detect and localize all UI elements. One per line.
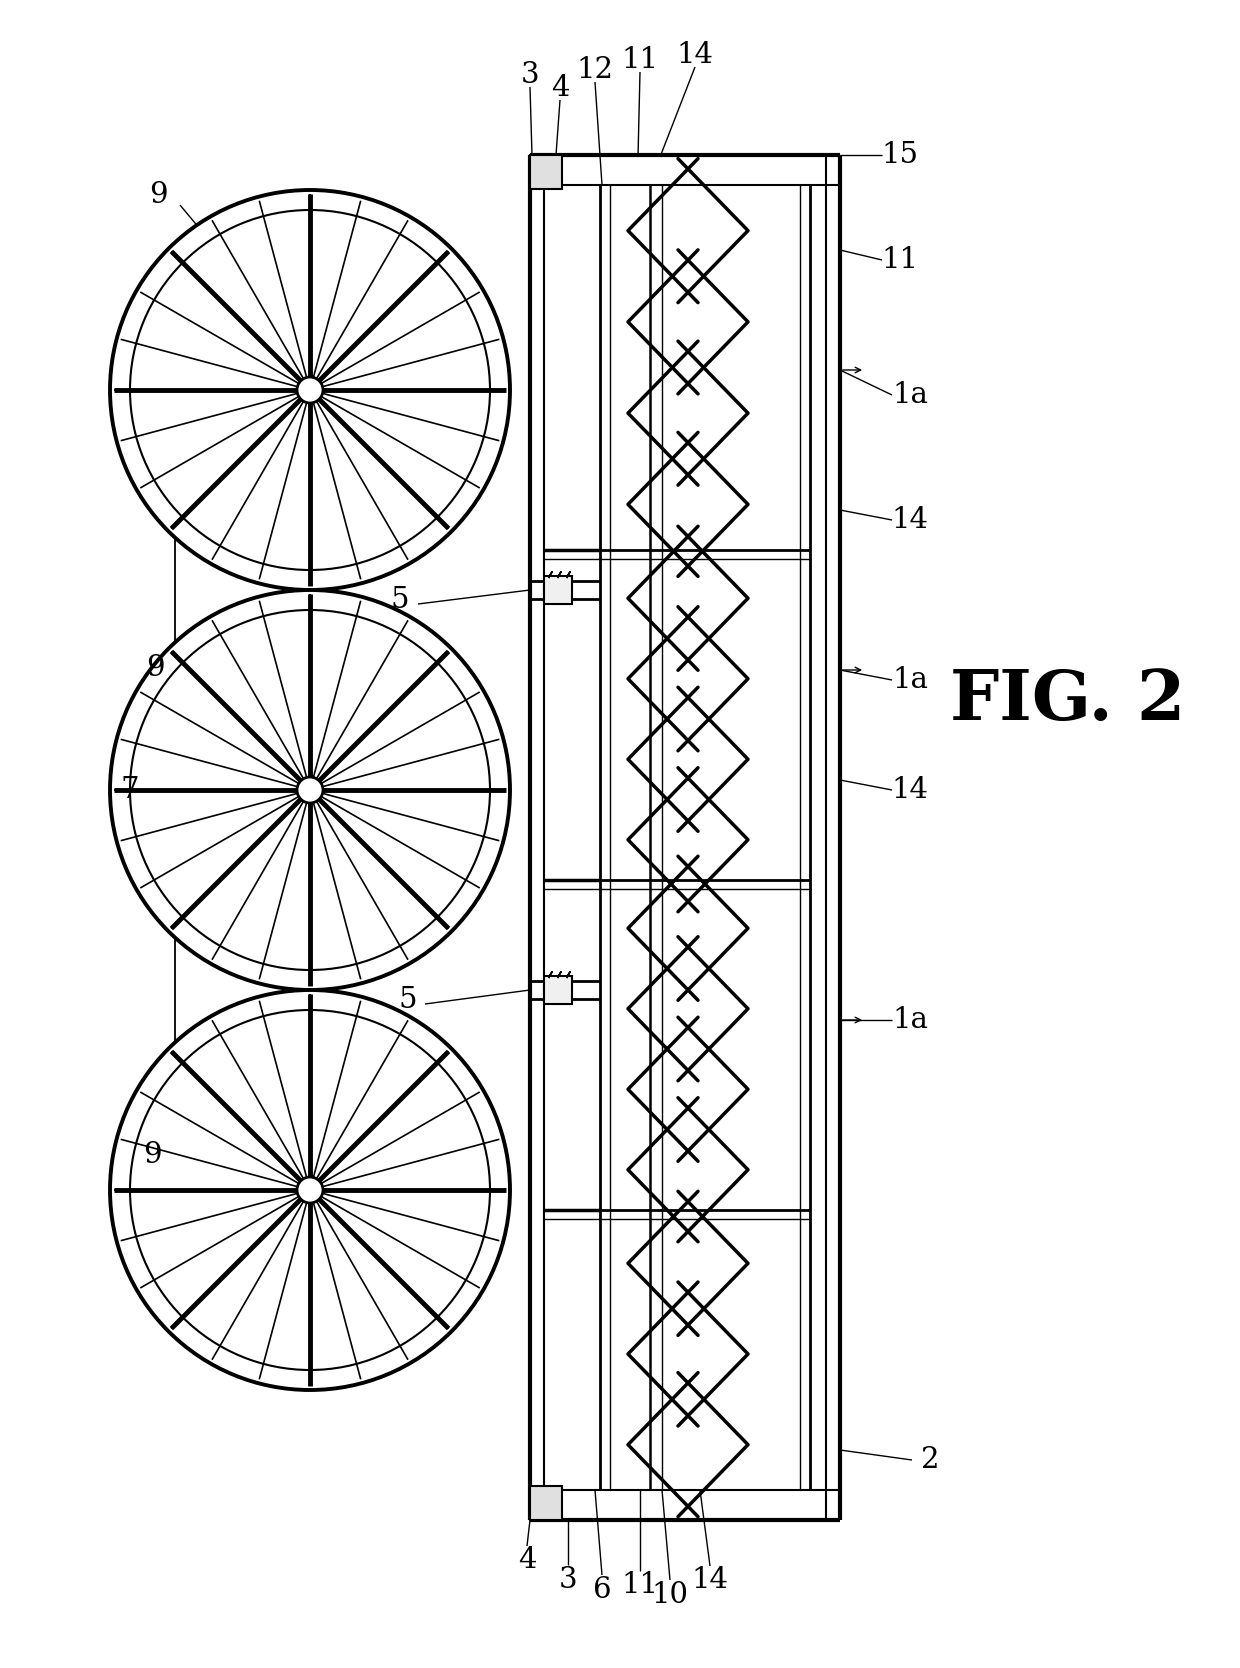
Ellipse shape — [298, 1178, 322, 1203]
Text: 6: 6 — [593, 1576, 611, 1605]
Ellipse shape — [298, 377, 322, 404]
Text: 12: 12 — [577, 57, 614, 83]
Text: 1a: 1a — [892, 380, 928, 409]
Text: 9: 9 — [149, 182, 167, 208]
Text: 10: 10 — [651, 1581, 688, 1610]
Text: 11: 11 — [882, 245, 919, 274]
Bar — [529, 1486, 562, 1520]
Text: 11: 11 — [621, 47, 658, 73]
Text: 15: 15 — [882, 142, 919, 168]
Bar — [544, 976, 572, 1004]
Text: 14: 14 — [692, 1566, 729, 1595]
Text: 14: 14 — [677, 42, 713, 68]
Text: 1a: 1a — [892, 666, 928, 694]
Text: FIG. 2: FIG. 2 — [950, 667, 1185, 734]
Ellipse shape — [110, 590, 510, 991]
Text: 4: 4 — [551, 73, 569, 102]
Text: 9: 9 — [145, 654, 165, 682]
Text: 11: 11 — [621, 1571, 658, 1600]
Ellipse shape — [298, 777, 322, 802]
Text: 14: 14 — [892, 505, 929, 534]
Text: 5: 5 — [399, 986, 417, 1014]
Text: 3: 3 — [521, 62, 539, 88]
Text: 7: 7 — [120, 776, 139, 804]
Text: 9: 9 — [143, 1141, 161, 1169]
Text: 4: 4 — [518, 1546, 536, 1575]
Text: 14: 14 — [892, 776, 929, 804]
Ellipse shape — [110, 190, 510, 590]
Bar — [544, 575, 572, 604]
Ellipse shape — [110, 991, 510, 1389]
Text: 3: 3 — [559, 1566, 578, 1595]
Bar — [529, 155, 562, 188]
Text: 5: 5 — [391, 585, 409, 614]
Text: 1a: 1a — [892, 1006, 928, 1034]
Text: 2: 2 — [921, 1446, 939, 1475]
